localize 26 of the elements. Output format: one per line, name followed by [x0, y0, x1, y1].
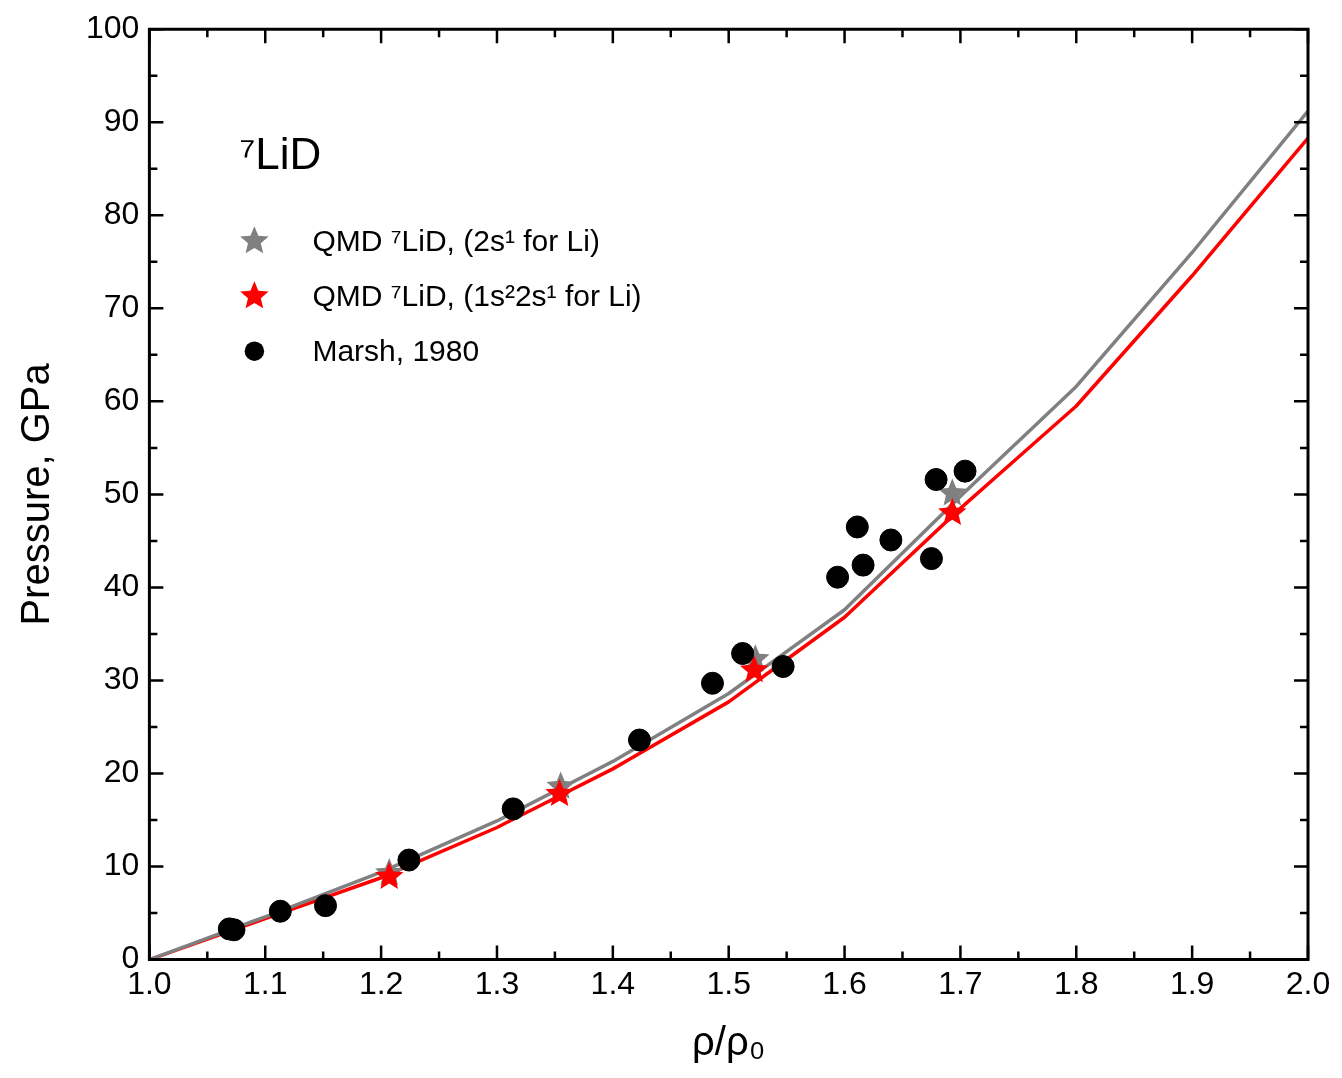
x-tick-label: 1.5 — [706, 964, 751, 1001]
y-tick-label: 70 — [103, 288, 140, 325]
y-tick-label: 60 — [103, 381, 140, 418]
y-tick-label: 100 — [86, 9, 140, 46]
x-tick-label: 1.8 — [1054, 964, 1099, 1001]
x-tick-label: 1.9 — [1169, 964, 1215, 1001]
x-tick-label: 1.4 — [590, 964, 636, 1001]
y-tick-label: 20 — [103, 753, 140, 790]
legend-label: QMD ⁷LiD, (1s²2s¹ for Li) — [312, 279, 642, 313]
y-tick-label: 10 — [103, 846, 140, 883]
y-tick-label: 50 — [103, 474, 140, 511]
y-tick-label: 90 — [103, 102, 140, 139]
annotation: ⁷LiD — [239, 129, 322, 179]
x-tick-label: 1.7 — [938, 964, 983, 1001]
x-tick-label: 1.6 — [822, 964, 867, 1001]
x-tick-label: 2.0 — [1285, 964, 1331, 1001]
x-tick-label: 1.1 — [243, 964, 288, 1001]
legend-label: QMD ⁷LiD, (2s¹ for Li) — [312, 224, 600, 258]
legend-label: Marsh, 1980 — [312, 334, 480, 368]
y-tick-label: 30 — [103, 660, 140, 697]
x-axis-title: ρ/ρ₀ — [692, 1019, 766, 1064]
y-axis-title: Pressure, GPa — [13, 362, 58, 626]
y-tick-label: 80 — [103, 195, 140, 232]
y-tick-label: 40 — [103, 567, 140, 604]
x-tick-label: 1.3 — [474, 964, 520, 1001]
x-tick-label: 1.2 — [358, 964, 404, 1001]
